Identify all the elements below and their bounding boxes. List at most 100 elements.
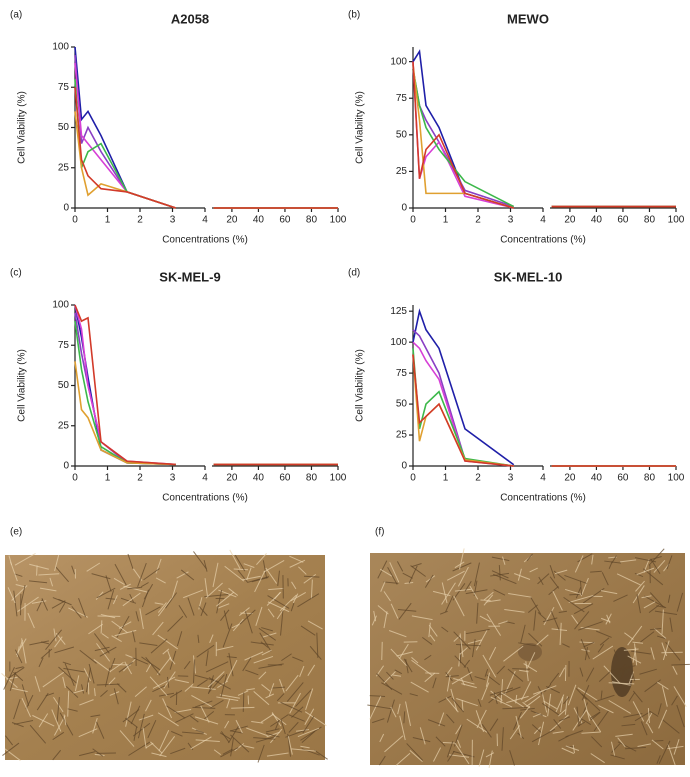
series-line [75,111,176,208]
series-line [75,63,176,208]
y-tick-label: 100 [390,337,407,348]
x-tick-label: 60 [279,215,291,226]
series-line [75,47,176,208]
x-tick-label: 3 [508,215,514,226]
y-tick-label: 125 [390,306,407,317]
x-tick-label: 0 [410,473,416,484]
y-tick-label: 75 [396,93,408,104]
x-tick-label: 20 [564,473,576,484]
x-tick-label: 0 [72,473,78,484]
series-line [75,55,176,208]
panel-label: (e) [10,527,22,538]
cell-cluster [518,643,542,661]
y-tick-label: 25 [58,162,70,173]
y-tick-label: 0 [401,461,407,472]
y-tick-label: 50 [58,380,70,391]
x-tick-label: 100 [330,473,347,484]
y-tick-label: 0 [63,461,69,472]
y-tick-label: 75 [58,82,70,93]
x-tick-label: 60 [617,215,629,226]
x-tick-label: 20 [226,473,238,484]
x-tick-label: 4 [540,215,546,226]
y-tick-label: 25 [396,430,408,441]
x-tick-label: 40 [253,215,265,226]
panel-label: (d) [348,268,360,279]
x-axis-label: Concentrations (%) [162,235,248,246]
x-axis-label: Concentrations (%) [500,235,586,246]
series-line [413,348,514,466]
y-tick-label: 50 [396,129,408,140]
x-tick-label: 60 [617,473,629,484]
panel-label: (a) [10,10,22,21]
chart-title: A2058 [171,11,209,26]
series-line [75,305,176,464]
y-tick-label: 100 [52,42,69,53]
y-tick-label: 50 [58,122,70,133]
cell [443,742,455,743]
y-tick-label: 0 [63,203,69,214]
cell-cluster [611,647,633,697]
y-tick-label: 75 [58,340,70,351]
y-axis-label: Cell Viability (%) [17,349,28,422]
x-tick-label: 100 [668,215,685,226]
series-line [75,79,176,208]
x-tick-label: 40 [591,473,603,484]
x-tick-label: 80 [306,215,318,226]
x-tick-label: 0 [72,215,78,226]
chart-title: SK-MEL-9 [159,269,220,284]
x-tick-label: 80 [644,473,656,484]
cell [569,594,579,595]
y-tick-label: 25 [396,166,408,177]
y-tick-label: 25 [58,420,70,431]
panel-label: (b) [348,10,360,21]
x-tick-label: 60 [279,473,291,484]
series-line [413,355,514,466]
x-tick-label: 3 [170,215,176,226]
series-line [413,355,514,466]
cell [243,692,244,712]
chart-title: SK-MEL-10 [494,269,563,284]
x-tick-label: 100 [668,473,685,484]
y-tick-label: 75 [396,368,408,379]
x-tick-label: 40 [591,215,603,226]
y-axis-label: Cell Viability (%) [355,91,366,164]
cell [661,652,682,653]
y-tick-label: 100 [52,300,69,311]
series-line [413,342,514,466]
chart-title: MEWO [507,11,549,26]
cell [654,740,664,741]
series-line [75,361,176,464]
cell [37,565,38,575]
y-tick-label: 0 [401,203,407,214]
x-tick-label: 20 [564,215,576,226]
x-tick-label: 3 [508,473,514,484]
cell [512,669,530,670]
panel-label: (c) [10,268,22,279]
x-axis-label: Concentrations (%) [162,493,248,504]
cell [234,569,248,570]
cell [480,600,490,601]
panel-label: (f) [375,527,384,538]
series-line [413,330,514,466]
x-tick-label: 2 [475,473,481,484]
x-tick-label: 3 [170,473,176,484]
y-tick-label: 100 [390,56,407,67]
x-tick-label: 80 [644,215,656,226]
x-tick-label: 4 [202,473,208,484]
x-tick-label: 1 [105,215,111,226]
x-tick-label: 80 [306,473,318,484]
x-tick-label: 1 [443,473,449,484]
cell [671,664,689,665]
x-tick-label: 2 [137,473,143,484]
series-line [413,311,514,465]
x-tick-label: 2 [137,215,143,226]
x-tick-label: 0 [410,215,416,226]
x-tick-label: 40 [253,473,265,484]
y-tick-label: 50 [396,399,408,410]
x-tick-label: 2 [475,215,481,226]
x-tick-label: 1 [443,215,449,226]
y-axis-label: Cell Viability (%) [355,349,366,422]
x-axis-label: Concentrations (%) [500,493,586,504]
